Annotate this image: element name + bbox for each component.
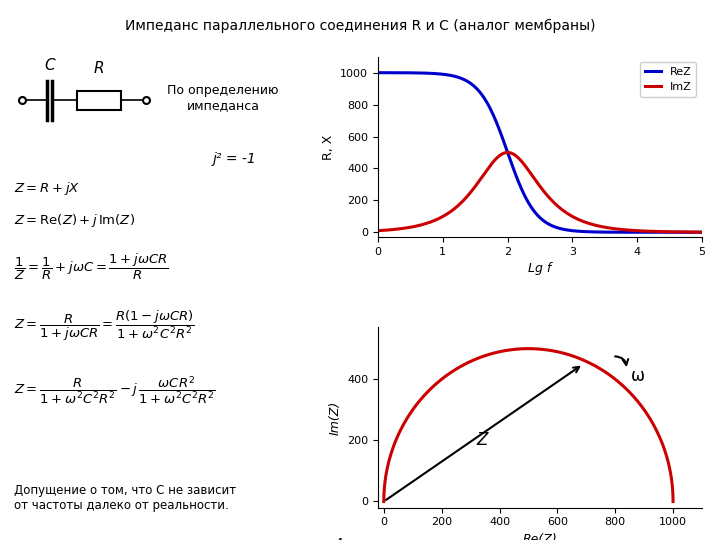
Y-axis label: Im(Z): Im(Z) — [328, 400, 341, 435]
ImZ — [512, 153, 521, 159]
ImZ — [691, 229, 700, 235]
ReZ — [374, 70, 382, 76]
Text: Допущение о том, что C не зависит
от частоты далеко от реальности.: Допущение о том, что C не зависит от час… — [14, 484, 237, 512]
ImZ — [410, 223, 419, 230]
X-axis label: Re(Z): Re(Z) — [523, 533, 557, 540]
Text: ω: ω — [631, 367, 645, 384]
ImZ — [498, 151, 507, 157]
Line: ReZ: ReZ — [378, 73, 702, 232]
ReZ — [657, 229, 665, 235]
Text: По определению
импеданса: По определению импеданса — [168, 84, 279, 112]
Text: $\dfrac{1}{Z} = \dfrac{1}{R} + j\omega C = \dfrac{1 + j\omega CR}{R}$: $\dfrac{1}{Z} = \dfrac{1}{R} + j\omega C… — [14, 252, 169, 282]
ImZ — [503, 149, 512, 156]
Line: ImZ: ImZ — [378, 152, 702, 232]
ImZ — [430, 218, 438, 224]
ReZ — [498, 134, 507, 140]
Text: j² = -1: j² = -1 — [212, 152, 256, 166]
ReZ — [691, 229, 700, 235]
Text: $Z = \dfrac{R}{1 + \omega^2 C^2 R^2} - j\,\dfrac{\omega CR^2}{1 + \omega^2 C^2 R: $Z = \dfrac{R}{1 + \omega^2 C^2 R^2} - j… — [14, 374, 216, 406]
Legend: ReZ, ImZ: ReZ, ImZ — [640, 62, 696, 97]
Text: $Z = \mathrm{Re}(Z) + j\,\mathrm{Im}(Z)$: $Z = \mathrm{Re}(Z) + j\,\mathrm{Im}(Z)$ — [14, 212, 135, 229]
Text: R: R — [94, 60, 104, 76]
ImZ — [657, 228, 665, 235]
Text: Z: Z — [477, 431, 487, 449]
Y-axis label: R, X: R, X — [322, 134, 335, 159]
ReZ — [698, 229, 706, 235]
Text: $Z = R + jX$: $Z = R + jX$ — [14, 180, 81, 197]
Bar — [78, 91, 121, 110]
Text: C: C — [44, 58, 55, 73]
X-axis label: Lg f: Lg f — [528, 262, 552, 275]
Text: 4: 4 — [335, 537, 343, 540]
Text: $Z = \dfrac{R}{1 + j\omega CR} = \dfrac{R(1 - j\omega CR)}{1 + \omega^2 C^2 R^2}: $Z = \dfrac{R}{1 + j\omega CR} = \dfrac{… — [14, 309, 195, 343]
ReZ — [410, 70, 419, 76]
ImZ — [698, 229, 706, 235]
ReZ — [430, 70, 438, 77]
ImZ — [374, 227, 382, 234]
ReZ — [512, 173, 521, 179]
Text: Импеданс параллельного соединения R и C (аналог мембраны): Импеданс параллельного соединения R и C … — [125, 19, 595, 33]
